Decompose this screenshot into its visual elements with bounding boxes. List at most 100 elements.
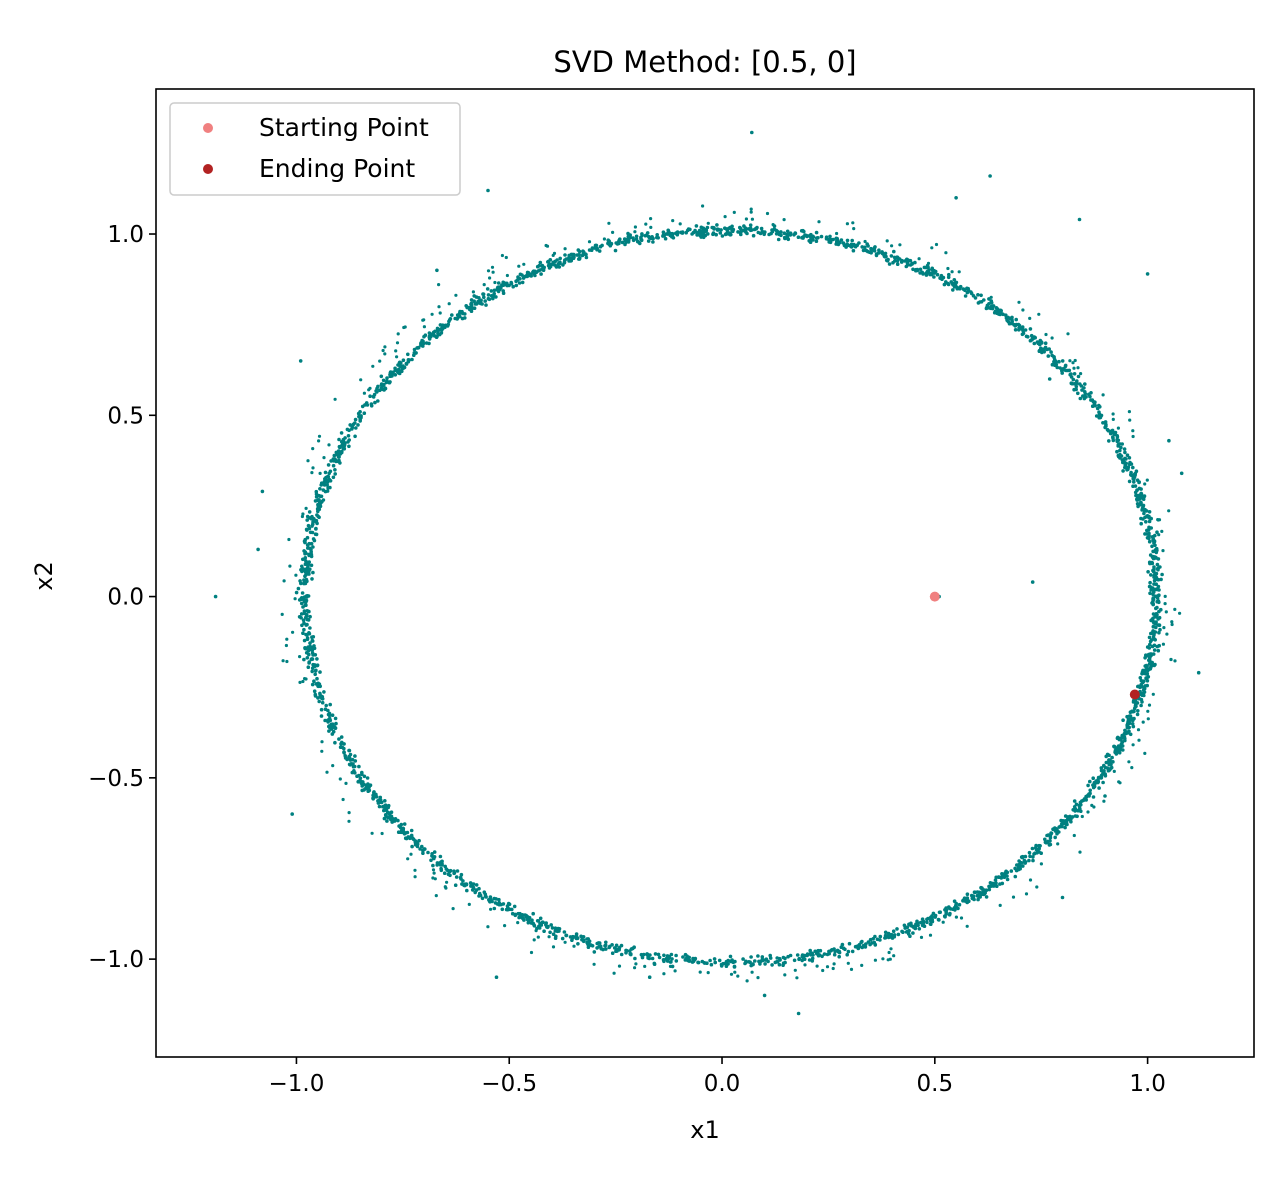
trajectory-point: [1092, 805, 1096, 809]
trajectory-point: [1115, 435, 1120, 439]
trajectory-point: [892, 249, 896, 254]
trajectory-point: [339, 735, 344, 739]
trajectory-point: [1048, 835, 1053, 840]
trajectory-point: [492, 906, 497, 911]
trajectory-point: [934, 242, 939, 247]
trajectory-point: [409, 828, 414, 833]
trajectory-point: [548, 258, 553, 262]
trajectory-point: [486, 293, 491, 297]
trajectory-point: [344, 781, 348, 786]
trajectory-point: [477, 886, 481, 891]
trajectory-point: [1133, 471, 1138, 476]
trajectory-point: [1069, 816, 1073, 821]
trajectory-point: [300, 564, 304, 569]
trajectory-point: [1123, 462, 1128, 466]
trajectory-point: [1011, 895, 1016, 899]
trajectory-point: [306, 665, 311, 669]
trajectory-point: [353, 754, 357, 758]
trajectory-point: [326, 720, 330, 724]
trajectory-point: [887, 950, 891, 955]
trajectory-point: [1097, 415, 1102, 420]
trajectory-point: [1043, 341, 1048, 346]
trajectory-point: [626, 239, 631, 243]
trajectory-point: [356, 411, 361, 416]
trajectory-point: [1136, 728, 1141, 732]
trajectory-point: [325, 770, 329, 774]
trajectory-point: [446, 872, 451, 877]
trajectory-point: [925, 920, 929, 925]
trajectory-point: [762, 232, 766, 237]
trajectory-point: [1136, 684, 1141, 689]
trajectory-point: [551, 945, 556, 949]
trajectory-point: [768, 956, 773, 960]
trajectory-point: [617, 964, 622, 968]
trajectory-point: [319, 707, 324, 712]
trajectory-point: [1127, 729, 1131, 734]
trajectory-point: [1105, 766, 1110, 770]
x-axis: −1.0 −0.5 0.0 0.5 1.0: [269, 1057, 1166, 1097]
trajectory-point: [472, 299, 477, 304]
trajectory-point: [930, 267, 935, 272]
trajectory-point: [301, 631, 305, 635]
x-tick-label: −1.0: [269, 1071, 325, 1097]
trajectory-outlier: [954, 196, 958, 200]
trajectory-point: [863, 239, 867, 244]
trajectory-point: [1097, 403, 1101, 408]
trajectory-point: [1147, 519, 1152, 524]
trajectory-point: [729, 972, 734, 976]
trajectory-point: [415, 842, 420, 846]
trajectory-point: [341, 437, 346, 442]
trajectory-point: [819, 234, 824, 239]
trajectory-point: [753, 959, 757, 963]
trajectory-point: [690, 232, 694, 236]
trajectory-point: [300, 514, 304, 519]
trajectory-point: [1115, 449, 1119, 454]
trajectory-point: [675, 231, 680, 236]
trajectory-point: [1154, 550, 1159, 555]
trajectory-point: [788, 231, 793, 235]
trajectory-point: [1130, 722, 1135, 726]
trajectory-point: [400, 369, 404, 374]
trajectory-point: [1147, 646, 1152, 650]
trajectory-point: [674, 953, 678, 958]
trajectory-outlier: [1077, 217, 1082, 222]
trajectory-point: [965, 924, 969, 928]
trajectory-point: [1151, 587, 1156, 592]
trajectory-point: [532, 938, 536, 942]
trajectory-point: [1152, 663, 1157, 668]
trajectory-point: [301, 679, 305, 684]
trajectory-point: [282, 579, 286, 583]
trajectory-point: [500, 253, 504, 258]
trajectory-point: [811, 238, 815, 242]
trajectory-point: [1021, 864, 1025, 868]
trajectory-point: [947, 272, 951, 277]
trajectory-point: [347, 756, 352, 760]
trajectory-point: [346, 440, 350, 444]
trajectory-point: [1002, 875, 1007, 879]
trajectory-point: [359, 415, 363, 420]
trajectory-point: [873, 958, 878, 962]
trajectory-point: [391, 817, 396, 822]
trajectory-point: [280, 612, 284, 617]
trajectory-point: [1130, 766, 1134, 770]
trajectory-point: [1142, 511, 1146, 516]
trajectory-point: [301, 512, 305, 516]
trajectory-point: [419, 340, 424, 345]
trajectory-point: [500, 283, 504, 287]
trajectory-point: [491, 296, 495, 301]
trajectory-point: [361, 780, 365, 784]
trajectory-point: [1013, 328, 1018, 332]
trajectory-point: [1060, 822, 1064, 826]
trajectory-point: [486, 269, 491, 273]
trajectory-point: [481, 292, 486, 297]
trajectory-point: [441, 326, 445, 331]
trajectory-point: [372, 790, 376, 794]
trajectory-point: [929, 922, 933, 926]
trajectory-outlier: [290, 812, 295, 816]
trajectory-point: [698, 970, 702, 974]
y-tick-label: −1.0: [88, 947, 144, 973]
trajectory-point: [331, 764, 335, 768]
trajectory-point: [1039, 851, 1043, 855]
trajectory-point: [1123, 736, 1127, 741]
trajectory-point: [1071, 808, 1075, 812]
